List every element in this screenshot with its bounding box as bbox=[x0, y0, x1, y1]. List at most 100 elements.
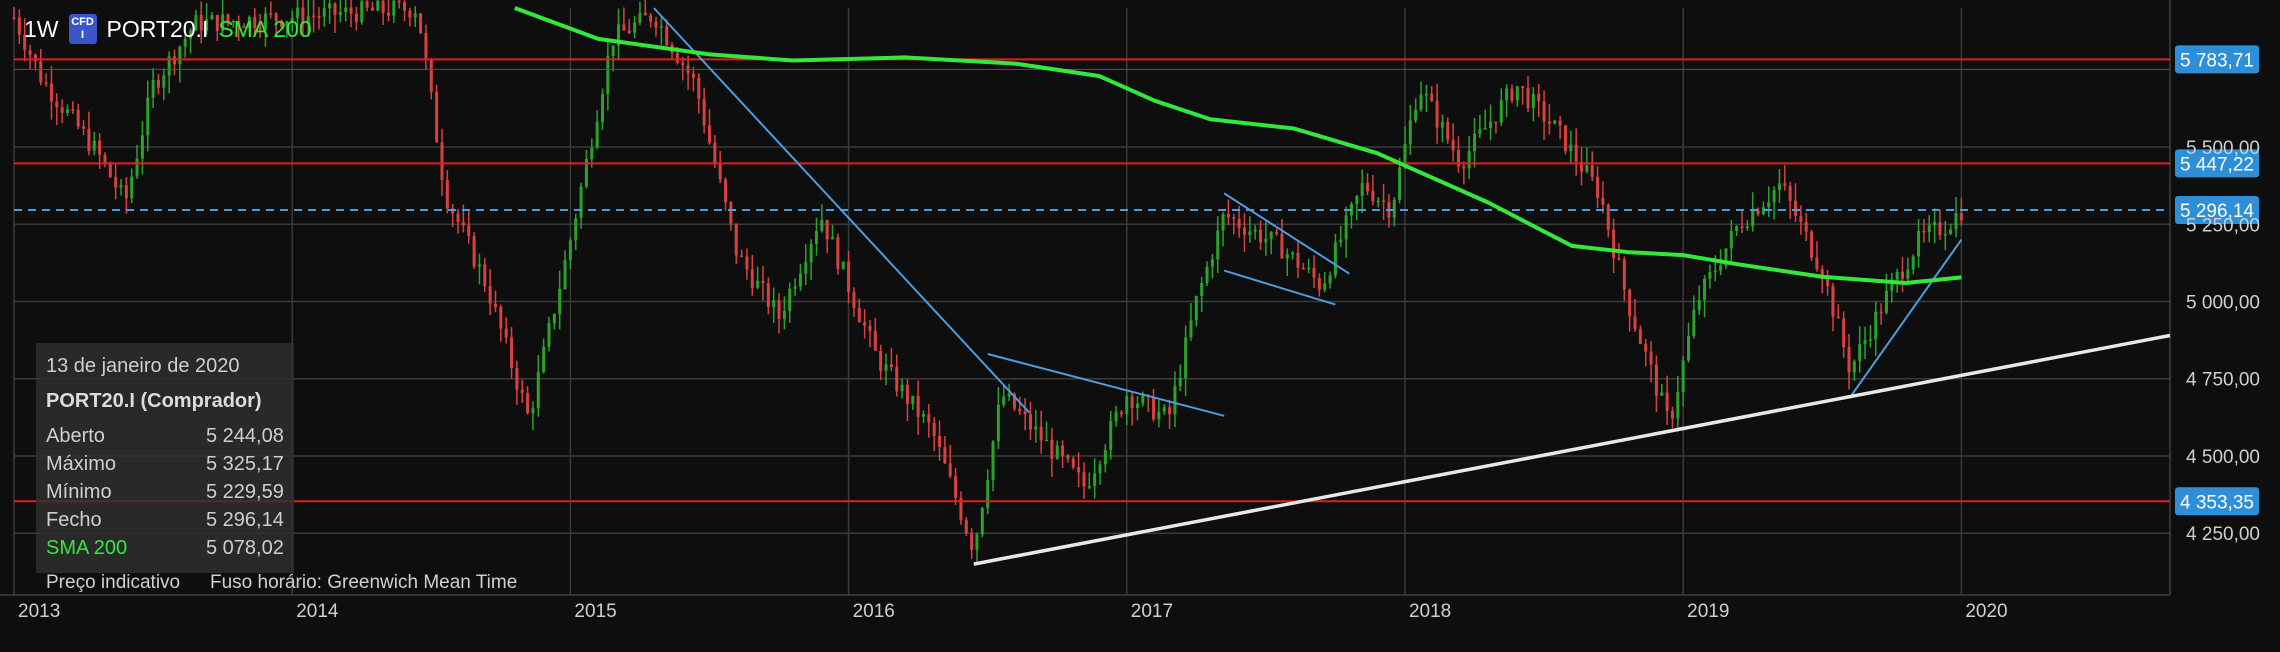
candle-body bbox=[1157, 411, 1161, 420]
candle-body bbox=[199, 14, 203, 31]
candle-body bbox=[1788, 185, 1792, 201]
candle-body bbox=[558, 288, 562, 315]
candle-body bbox=[1863, 339, 1867, 345]
candle-body bbox=[1697, 300, 1701, 310]
candle-body bbox=[1264, 238, 1268, 243]
candle-body bbox=[1087, 486, 1091, 488]
candle-body bbox=[590, 147, 594, 159]
candle-body bbox=[344, 7, 348, 13]
candle-body bbox=[1280, 233, 1284, 259]
candle-body bbox=[1028, 414, 1032, 430]
candle-body bbox=[17, 17, 21, 35]
candle-body bbox=[1045, 439, 1049, 442]
candle-body bbox=[1012, 393, 1016, 409]
candle-body bbox=[1858, 344, 1862, 362]
candle-body bbox=[189, 30, 193, 39]
indicator-label[interactable]: SMA 200 bbox=[218, 15, 312, 42]
candle-body bbox=[156, 79, 160, 88]
candle-body bbox=[386, 12, 390, 16]
candle-body bbox=[1430, 93, 1434, 101]
candle-body bbox=[707, 125, 711, 143]
candle-body bbox=[477, 264, 481, 267]
trend-line-wedge-top bbox=[1223, 192, 1350, 275]
candle-body bbox=[510, 337, 514, 368]
candle-body bbox=[1767, 202, 1771, 208]
candle-body bbox=[194, 14, 198, 31]
candle-body bbox=[1874, 311, 1878, 340]
candle-body bbox=[221, 14, 225, 31]
candle-body bbox=[210, 15, 214, 20]
chart-grid bbox=[0, 0, 2171, 596]
candle-body bbox=[766, 283, 770, 307]
candle-body bbox=[1633, 316, 1637, 330]
candle-body bbox=[1446, 121, 1450, 140]
candle-body bbox=[98, 140, 102, 155]
horizontal-levels: 5 783,71 5 447,22 5 296,14 4 353,35 bbox=[14, 45, 2259, 516]
candle-body bbox=[857, 307, 861, 323]
candle-body bbox=[274, 13, 278, 21]
symbol-label[interactable]: PORT20.I bbox=[106, 15, 209, 42]
timezone-note: Fuso horário: Greenwich Mean Time bbox=[210, 572, 518, 593]
candle-body bbox=[932, 422, 936, 436]
candle-body bbox=[87, 128, 91, 151]
candle-body bbox=[1178, 377, 1182, 387]
candle-body bbox=[1868, 339, 1872, 341]
x-tick-label: 2014 bbox=[296, 601, 339, 622]
candle-body bbox=[1547, 121, 1551, 124]
candle-body bbox=[1654, 364, 1658, 396]
candle-body bbox=[1483, 128, 1487, 130]
candle-body bbox=[65, 109, 69, 113]
candle-body bbox=[108, 163, 112, 178]
price-tag bbox=[2175, 487, 2259, 516]
info-symbol: PORT20.I (Comprador) bbox=[46, 390, 262, 412]
candle-body bbox=[884, 364, 888, 371]
candle-body bbox=[205, 19, 209, 31]
candle-body bbox=[1317, 277, 1321, 290]
candle-body bbox=[1708, 272, 1712, 279]
candle-body bbox=[1901, 271, 1905, 279]
candle-body bbox=[1713, 270, 1717, 273]
price-tag-label: 5 296,14 bbox=[2180, 201, 2254, 222]
candle-body bbox=[943, 446, 947, 464]
candle-body bbox=[140, 135, 144, 159]
candle-body bbox=[322, 8, 326, 17]
candle-body bbox=[536, 372, 540, 409]
candle-body bbox=[1114, 412, 1118, 422]
candle-body bbox=[1489, 121, 1493, 129]
candle-body bbox=[1751, 210, 1755, 227]
candle-body bbox=[1569, 144, 1573, 152]
candle-body bbox=[606, 55, 610, 95]
candle-body bbox=[617, 24, 621, 46]
candle-body bbox=[681, 62, 685, 66]
candle-body bbox=[1756, 210, 1760, 215]
candle-body bbox=[1462, 166, 1466, 169]
candle-body bbox=[574, 218, 578, 241]
candle-body bbox=[531, 408, 535, 414]
candle-body bbox=[841, 261, 845, 270]
candle-body bbox=[413, 13, 417, 18]
candle-body bbox=[397, 0, 401, 3]
candle-body bbox=[1456, 150, 1460, 167]
y-tick-label: 4 500,00 bbox=[2186, 447, 2260, 468]
candle-body bbox=[542, 346, 546, 373]
candle-body bbox=[376, 0, 380, 11]
candle-body bbox=[1628, 289, 1632, 317]
candle-body bbox=[1537, 93, 1541, 102]
candle-body bbox=[970, 533, 974, 550]
interval-label[interactable]: 1W bbox=[24, 15, 59, 42]
candle-body bbox=[1906, 269, 1910, 279]
candle-body bbox=[772, 300, 776, 307]
candle-body bbox=[1467, 151, 1471, 169]
candle-body bbox=[1071, 458, 1075, 468]
candle-body bbox=[285, 21, 289, 27]
x-tick-label: 2016 bbox=[853, 601, 895, 622]
candle-body bbox=[750, 269, 754, 288]
candle-body bbox=[1852, 361, 1856, 373]
candle-body bbox=[1505, 88, 1509, 101]
candle-body bbox=[1515, 86, 1519, 101]
chart-header: 1W CFD I PORT20.I SMA 200 bbox=[24, 14, 312, 44]
candle-body bbox=[1895, 271, 1899, 280]
candle-body bbox=[1761, 207, 1765, 215]
candle-body bbox=[980, 508, 984, 535]
